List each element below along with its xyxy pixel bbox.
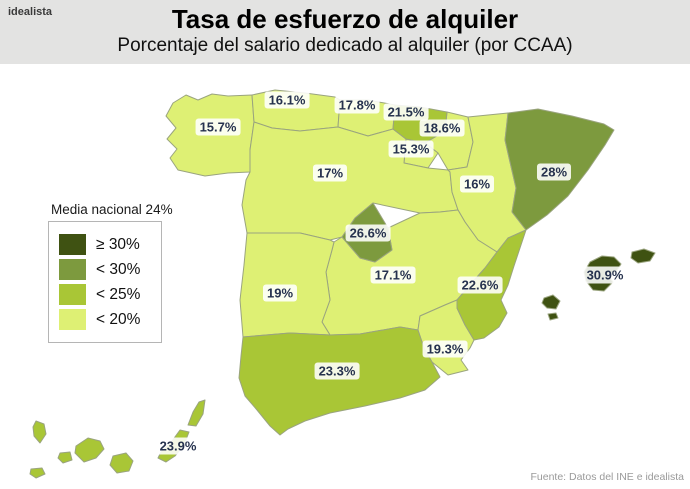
- legend-title: Media nacional 24%: [51, 202, 173, 217]
- label-baleares: 30.9%: [582, 266, 628, 284]
- header: idealista Tasa de esfuerzo de alquiler P…: [0, 0, 690, 64]
- legend-swatch-gte30: [59, 234, 86, 255]
- legend-swatch-lt25: [59, 284, 86, 305]
- label-pais-vasco: 21.5%: [383, 103, 429, 121]
- label-valencia: 22.6%: [457, 276, 503, 294]
- label-navarra: 18.6%: [419, 119, 465, 137]
- label-madrid: 26.6%: [345, 224, 391, 242]
- label-cantabria: 17.8%: [334, 96, 380, 114]
- legend-row-gte30: ≥ 30%: [59, 234, 151, 255]
- legend-label-lt30: < 30%: [96, 260, 141, 278]
- label-galicia: 15.7%: [195, 118, 241, 136]
- page-title: Tasa de esfuerzo de alquiler: [171, 4, 519, 34]
- region-canarias: [29, 399, 206, 479]
- label-extremadura: 19%: [262, 284, 298, 302]
- label-murcia: 19.3%: [422, 340, 468, 358]
- label-castilla-leon: 17%: [312, 164, 348, 182]
- legend-row-lt20: < 20%: [59, 309, 151, 330]
- legend-row-lt30: < 30%: [59, 259, 151, 280]
- legend-label-gte30: ≥ 30%: [96, 235, 140, 253]
- label-castilla-mancha: 17.1%: [370, 266, 416, 284]
- legend-swatch-lt20: [59, 309, 86, 330]
- region-baleares: [541, 248, 656, 321]
- page-subtitle: Porcentaje del salario dedicado al alqui…: [117, 35, 573, 56]
- legend-box: ≥ 30% < 30% < 25% < 20%: [48, 221, 162, 343]
- legend-row-lt25: < 25%: [59, 284, 151, 305]
- label-asturias: 16.1%: [264, 91, 310, 109]
- legend-label-lt25: < 25%: [96, 285, 141, 303]
- label-canarias: 23.9%: [155, 437, 201, 455]
- legend-label-lt20: < 20%: [96, 310, 141, 328]
- region-andalucia: [238, 326, 441, 436]
- legend-swatch-lt30: [59, 259, 86, 280]
- legend: Media nacional 24% ≥ 30% < 30% < 25% < 2…: [48, 202, 173, 343]
- label-cataluna: 28%: [536, 163, 572, 181]
- label-aragon: 16%: [459, 175, 495, 193]
- source-note: Fuente: Datos del INE e idealista: [530, 471, 684, 483]
- idealista-logo: idealista: [8, 6, 53, 18]
- label-andalucia: 23.3%: [314, 362, 360, 380]
- label-la-rioja: 15.3%: [388, 140, 434, 158]
